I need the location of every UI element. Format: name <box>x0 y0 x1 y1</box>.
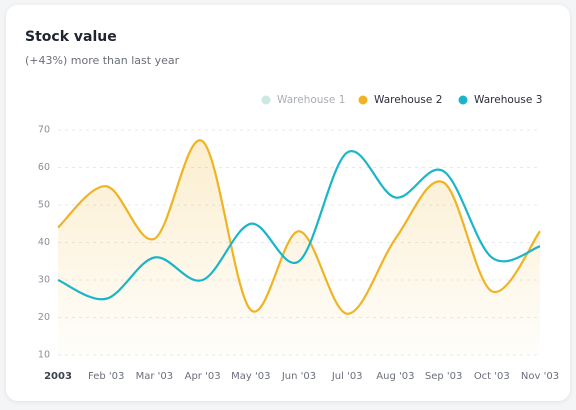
x-tick-label: Oct '03 <box>474 371 510 382</box>
y-tick-label: 40 <box>38 237 50 248</box>
x-tick-label: Apr '03 <box>185 371 221 382</box>
legend-marker <box>261 95 271 105</box>
legend-marker <box>358 95 368 105</box>
legend-label: Warehouse 1 <box>277 94 345 106</box>
chart-subtitle: (+43%) more than last year <box>25 54 180 67</box>
x-tick-label: Mar '03 <box>136 371 174 382</box>
x-tick-label: Aug '03 <box>376 371 414 382</box>
y-tick-label: 10 <box>38 350 50 361</box>
x-tick-label: May '03 <box>231 371 270 382</box>
x-tick-label: Nov '03 <box>521 371 559 382</box>
x-tick-label: Jun '03 <box>281 371 316 382</box>
x-tick-label: Sep '03 <box>425 371 463 382</box>
y-tick-label: 50 <box>38 200 50 211</box>
line <box>57 150 541 301</box>
legend-marker <box>458 95 468 105</box>
y-tick-label: 70 <box>38 125 50 136</box>
area <box>58 140 540 355</box>
x-tick-label: Jul '03 <box>331 371 363 382</box>
y-tick-label: 20 <box>38 312 50 323</box>
line <box>57 139 541 315</box>
y-tick-label: 30 <box>38 275 50 286</box>
x-tick-label: 2003 <box>44 371 72 382</box>
legend-label: Warehouse 3 <box>474 94 542 106</box>
chart-title: Stock value <box>25 29 117 45</box>
y-tick-label: 60 <box>38 162 50 173</box>
legend-label: Warehouse 2 <box>374 94 442 106</box>
x-tick-label: Feb '03 <box>88 371 124 382</box>
